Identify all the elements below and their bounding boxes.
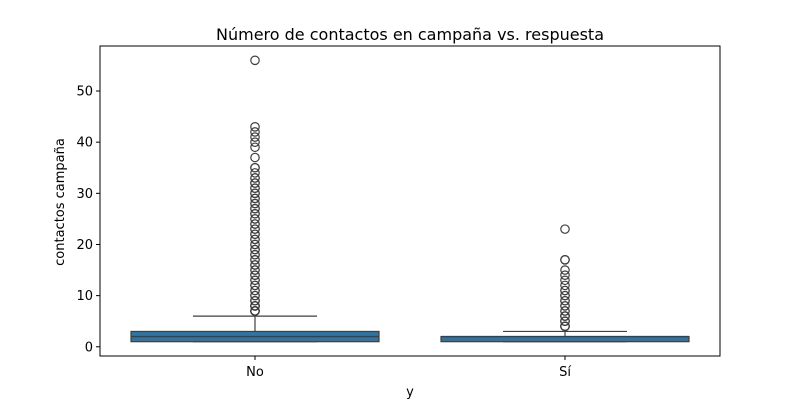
box-1-outlier-point [250, 239, 260, 250]
box-2-iqr-box [440, 335, 690, 343]
box-1-outlier-point [250, 173, 260, 183]
box-2-outlier-point [560, 285, 570, 296]
box-1-outlier-point [250, 203, 260, 214]
box-2-outlier-point [560, 265, 570, 275]
y-tick-label: 10 [76, 289, 93, 304]
x-tick-label: Sí [559, 365, 571, 380]
y-tick-label: 50 [76, 85, 93, 100]
box-1-outlier-point [250, 188, 260, 199]
chart-title: Número de contactos en campaña vs. respu… [216, 25, 604, 44]
box-1-outlier-point [250, 198, 260, 209]
box-1-outlier-point [250, 229, 260, 240]
box-1-outlier-point [250, 214, 260, 224]
box-1-outlier-point [250, 285, 260, 296]
box-1-outlier-point [250, 137, 260, 147]
plot-area [130, 55, 690, 343]
box-2-outlier-point [560, 321, 570, 332]
box-1-outlier-point [250, 132, 260, 142]
box-1-outlier-point [250, 122, 260, 132]
box-1-outlier-point [250, 265, 260, 275]
box-1-outlier-point [250, 234, 260, 245]
box-2-outlier-point [560, 270, 570, 280]
box-2-outlier-point [560, 224, 570, 234]
box-1-outlier-point [250, 301, 260, 311]
y-tick-label: 20 [76, 238, 93, 253]
box-2-outlier-point [560, 280, 570, 291]
y-axis: 0 10 20 30 40 50 [76, 85, 100, 355]
box-1-outlier-point [250, 275, 260, 286]
box-2-outlier-point [560, 316, 570, 327]
box-1-outlier-point [250, 219, 260, 229]
y-tick-label: 0 [85, 340, 93, 355]
box-1-outlier-point [250, 280, 260, 291]
box-2-outlier-point [560, 306, 570, 316]
box-2-outlier-point [560, 295, 570, 306]
x-tick-label: No [246, 365, 264, 380]
box-1-outlier-point [250, 55, 260, 66]
box-1-outlier-point [250, 142, 260, 153]
box-1-outlier-point [250, 255, 260, 265]
box-1-outlier-point [250, 260, 260, 270]
box-1-outlier-point [250, 152, 260, 163]
box-1-outlier-point [250, 224, 260, 234]
box-1-outlier-point [250, 178, 260, 188]
plot-frame [99, 45, 721, 357]
box-1-outlier-point [250, 168, 260, 178]
box-2-outlier-point [560, 255, 570, 265]
y-tick-label: 40 [76, 136, 93, 151]
box-1-outlier-point [250, 295, 260, 306]
box-1-outlier-point [250, 127, 260, 137]
x-axis-label: y [406, 385, 414, 400]
box-2-outlier-point [560, 290, 570, 301]
box-1-outlier-point [250, 306, 260, 316]
box-2-outlier-point [560, 301, 570, 311]
box-1-outlier-point [250, 270, 260, 280]
x-axis: No Sí [246, 356, 571, 380]
box-2-outlier-point [560, 311, 570, 321]
y-tick-label: 30 [76, 187, 93, 202]
box-1-outlier-point [250, 162, 260, 173]
box-1-outlier-point [250, 208, 260, 219]
y-axis-label: contactos campaña [53, 138, 68, 266]
box-1-outlier-point [250, 249, 260, 260]
box-1-outlier-point [250, 290, 260, 301]
box-1-outlier-point [250, 183, 260, 194]
box-1-outlier-point [250, 244, 260, 255]
box-2-outlier-point [560, 275, 570, 286]
box-1-outlier-point [250, 193, 260, 204]
